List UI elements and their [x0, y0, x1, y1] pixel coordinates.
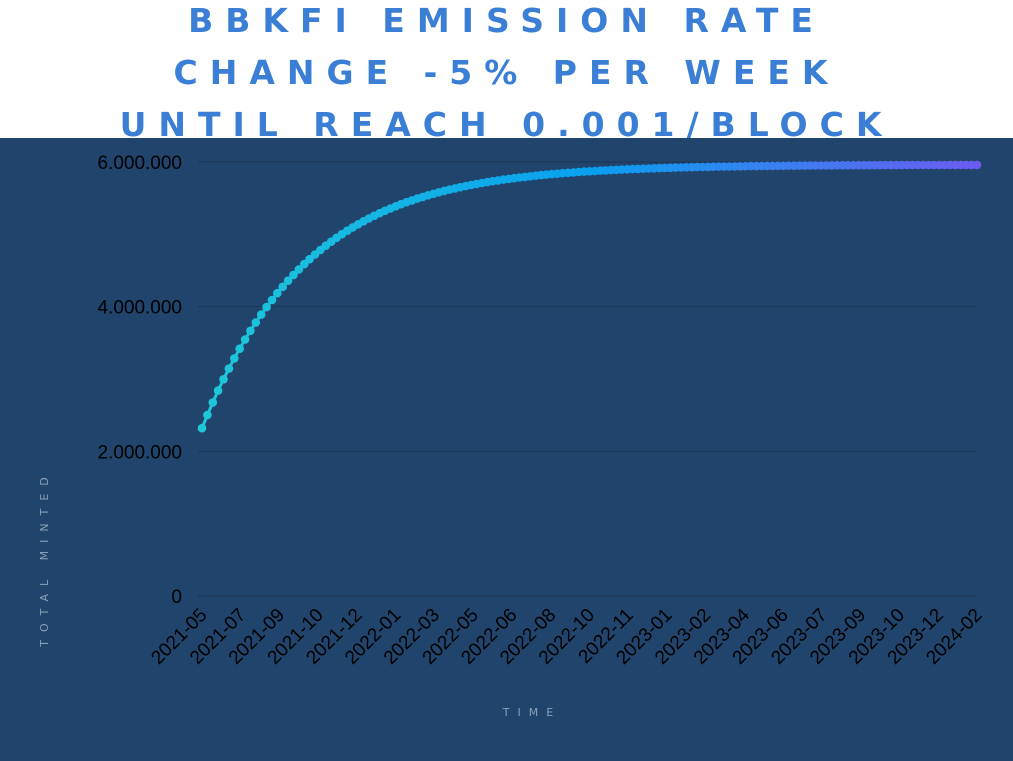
- data-point: [256, 310, 266, 319]
- data-point: [972, 160, 982, 170]
- data-point: [273, 288, 282, 298]
- data-point: [203, 410, 212, 420]
- y-tick-label: 6.000.000: [97, 153, 182, 174]
- data-point: [262, 302, 271, 312]
- data-point: [224, 364, 234, 373]
- title-line-3: UNTIL REACH 0.001/BLOCK: [119, 105, 894, 144]
- data-point: [213, 386, 223, 395]
- x-axis-title: TIME: [502, 706, 561, 719]
- data-point: [219, 375, 228, 384]
- data-point: [294, 265, 304, 274]
- data-point: [208, 398, 218, 407]
- data-point: [289, 270, 298, 280]
- data-point: [251, 318, 261, 327]
- x-axis-ticks: 2021-052021-072021-092021-102021-122022-…: [147, 604, 986, 668]
- y-axis-title: TOTAL MINTED: [38, 469, 51, 648]
- line-chart: 0 2.000.000 4.000.000 6.000.000 2021-052021…: [38, 153, 987, 719]
- chart-title: BBKFI EMISSION RATE CHANGE -5% PER WEEK …: [0, 0, 1013, 144]
- data-point: [230, 354, 239, 363]
- data-point: [235, 344, 244, 353]
- data-point: [278, 282, 288, 292]
- y-tick-label: 2.000.000: [97, 442, 182, 463]
- chart-area: [0, 138, 1013, 761]
- data-point: [267, 295, 277, 305]
- gridlines: [198, 161, 977, 597]
- y-axis-ticks: 0 2.000.000 4.000.000 6.000.000: [97, 153, 182, 608]
- y-tick-label: 0: [171, 587, 182, 608]
- series-line: [200, 163, 977, 429]
- title-line-2: CHANGE -5% PER WEEK: [173, 53, 840, 92]
- data-point: [283, 276, 293, 285]
- title-line-1: BBKFI EMISSION RATE: [188, 1, 825, 40]
- data-point: [240, 335, 250, 344]
- data-point: [246, 326, 255, 336]
- data-point: [197, 423, 207, 433]
- series-total-minted: [197, 160, 982, 433]
- y-tick-label: 4.000.000: [97, 298, 182, 319]
- series-points: [197, 160, 982, 433]
